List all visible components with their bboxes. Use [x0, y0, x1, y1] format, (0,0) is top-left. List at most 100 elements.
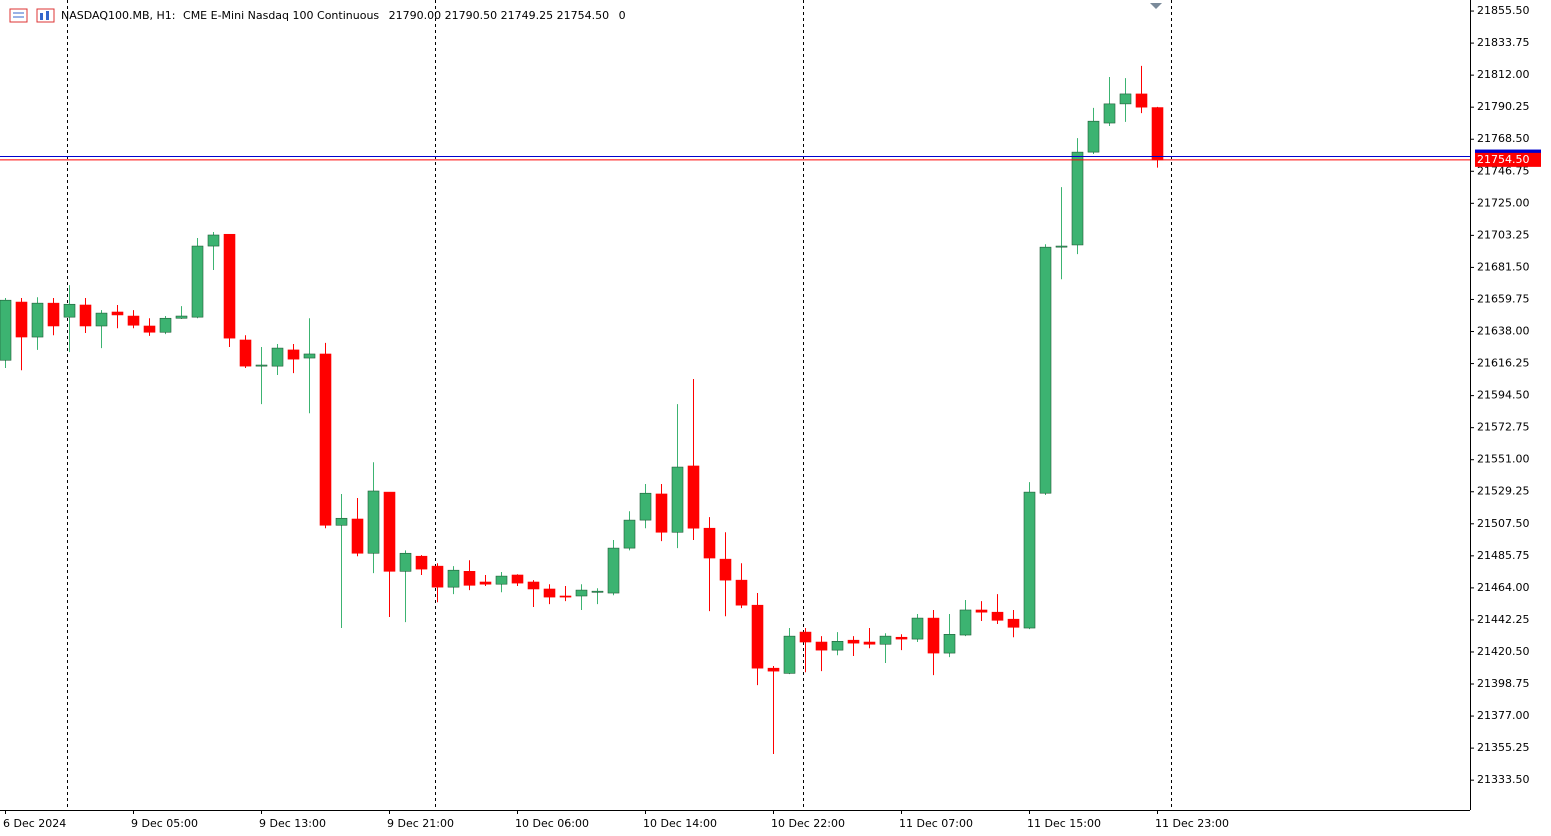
x-tick-label: 9 Dec 13:00 — [259, 817, 326, 830]
x-tick-label: 11 Dec 07:00 — [899, 817, 973, 830]
y-tick-label: 21812.00 — [1477, 68, 1530, 81]
candle-body — [655, 493, 668, 533]
candle-body — [239, 339, 252, 367]
candle-body — [911, 617, 924, 640]
candle-body — [495, 575, 508, 585]
shift-marker — [1150, 3, 1162, 9]
description: CME E-Mini Nasdaq 100 Continuous — [183, 9, 379, 22]
y-tick-label: 21703.25 — [1477, 228, 1530, 241]
candle-body — [1007, 618, 1020, 628]
candle-body — [591, 590, 604, 593]
candle-body — [351, 518, 364, 554]
icon-bar — [40, 13, 43, 20]
candle-body — [271, 347, 284, 367]
candle-body — [1087, 120, 1100, 153]
candle-body — [479, 581, 492, 585]
candle-body — [831, 640, 844, 651]
candle-body — [879, 635, 892, 645]
candle-body — [543, 588, 556, 598]
volume-label: 0 — [619, 9, 626, 22]
candle-body — [607, 547, 620, 594]
y-tick-label: 21398.75 — [1477, 677, 1530, 690]
candle-body — [767, 667, 780, 672]
y-tick-label: 21725.00 — [1477, 196, 1530, 209]
y-tick-label: 21833.75 — [1477, 36, 1530, 49]
y-tick-label: 21355.25 — [1477, 741, 1530, 754]
candles — [0, 65, 1164, 755]
icon-list[interactable] — [9, 8, 28, 23]
candle-body — [399, 552, 412, 572]
symbol: NASDAQ100.MB, H1: — [61, 9, 176, 22]
candle-body — [783, 635, 796, 674]
y-tick-label: 21464.00 — [1477, 581, 1530, 594]
candle-body — [1135, 93, 1148, 108]
candle-body — [143, 325, 156, 333]
candle-body — [463, 571, 476, 586]
candle-body — [991, 611, 1004, 621]
x-tick-label: 10 Dec 22:00 — [771, 817, 845, 830]
x-tick-label: 11 Dec 23:00 — [1155, 817, 1229, 830]
candle-body — [719, 558, 732, 581]
x-tick-label: 11 Dec 15:00 — [1027, 817, 1101, 830]
candle-body — [15, 301, 28, 338]
candle-body — [287, 349, 300, 360]
icon-bar — [46, 11, 49, 20]
bid-label: 21754.50 — [1477, 153, 1530, 166]
candle-body — [31, 302, 44, 338]
x-tick-label: 9 Dec 21:00 — [387, 817, 454, 830]
candle-body — [431, 565, 444, 588]
candle-body — [447, 569, 460, 588]
x-tick-label: 10 Dec 06:00 — [515, 817, 589, 830]
candle-body — [959, 609, 972, 636]
candle-body — [975, 609, 988, 613]
y-tick-label: 21659.75 — [1477, 292, 1530, 305]
candle-body — [1039, 246, 1052, 494]
candle-body — [63, 303, 76, 318]
header: NASDAQ100.MB, H1: CME E-Mini Nasdaq 100 … — [9, 8, 626, 23]
candle-body — [511, 574, 524, 584]
bid-box — [1475, 152, 1541, 167]
candle-body — [799, 631, 812, 643]
candle-body — [927, 617, 940, 654]
candle-body — [639, 492, 652, 521]
candle-body — [255, 364, 268, 367]
candle-body — [847, 639, 860, 644]
y-tick-label: 21442.25 — [1477, 613, 1530, 626]
candle-body — [815, 641, 828, 651]
candle-body — [335, 517, 348, 526]
candle-body — [47, 302, 60, 327]
candle-body — [863, 641, 876, 645]
candle-body — [703, 527, 716, 559]
candle-body — [415, 555, 428, 570]
y-tick-label: 21572.75 — [1477, 421, 1530, 434]
x-tick-label: 10 Dec 14:00 — [643, 817, 717, 830]
candle-body — [0, 299, 12, 361]
low-label: 21749.25 — [501, 9, 554, 22]
y-tick-label: 21638.00 — [1477, 325, 1530, 338]
y-tick-label: 21790.25 — [1477, 100, 1530, 113]
candle-body — [79, 304, 92, 327]
candle-body — [943, 633, 956, 654]
y-tick-label: 21551.00 — [1477, 453, 1530, 466]
candle-body — [671, 466, 684, 533]
icon-chart[interactable] — [36, 8, 55, 23]
candle-body — [1151, 107, 1164, 161]
y-tick-label: 21616.25 — [1477, 357, 1530, 370]
x-tick-label: 6 Dec 2024 — [3, 817, 66, 830]
high-label: 21790.50 — [445, 9, 498, 22]
candle-body — [175, 315, 188, 319]
candle-body — [223, 233, 236, 339]
y-tick-label: 21855.50 — [1477, 4, 1530, 17]
candle-body — [1119, 93, 1132, 105]
y-tick-label: 21420.50 — [1477, 645, 1530, 658]
candle-body — [623, 519, 636, 549]
y-tick-label: 21333.50 — [1477, 773, 1530, 786]
candle-body — [1055, 245, 1068, 248]
y-tick-label: 21377.00 — [1477, 709, 1530, 722]
candle-body — [95, 312, 108, 327]
x-tick-label: 9 Dec 05:00 — [131, 817, 198, 830]
candle-body — [575, 589, 588, 597]
open-label: 21790.00 — [389, 9, 442, 22]
candle-body — [895, 636, 908, 640]
